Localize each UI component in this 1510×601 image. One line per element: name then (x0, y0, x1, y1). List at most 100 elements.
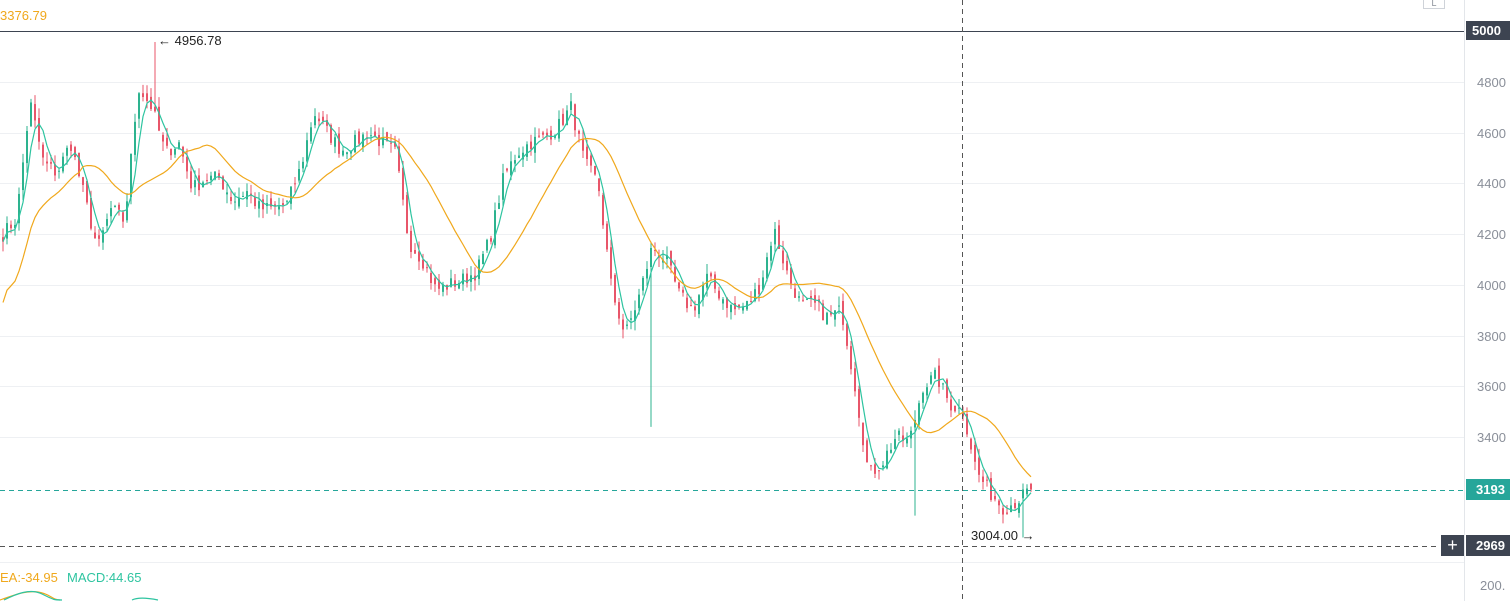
candle-body (978, 457, 980, 475)
candle-body (566, 110, 568, 126)
candle-body (942, 383, 944, 385)
candle-body (450, 278, 452, 287)
candle-body (102, 230, 104, 243)
candle-body (34, 104, 36, 121)
candle-body (122, 212, 124, 222)
candle-body (26, 130, 28, 164)
price-axis-tick: 4400 (1477, 175, 1506, 191)
candle-body (62, 156, 64, 172)
candle-body (206, 180, 208, 182)
candle-body (190, 171, 192, 189)
candle-body (226, 192, 228, 195)
candle-body (46, 161, 48, 164)
candle-body (866, 440, 868, 463)
candle-body (1002, 508, 1004, 515)
candle-body (286, 200, 288, 202)
candle-body (646, 268, 648, 279)
candle-body (526, 144, 528, 157)
candle-body (326, 120, 328, 126)
candle-body (546, 132, 548, 136)
candle-body (786, 260, 788, 271)
candle-body (486, 239, 488, 251)
candle-body (1026, 488, 1028, 495)
candle-body (750, 300, 752, 302)
candle-body (182, 146, 184, 157)
price-axis-tick: 4800 (1477, 74, 1506, 90)
candle-body (358, 131, 360, 144)
crosshair-add-button[interactable]: + (1441, 535, 1464, 556)
candle-body (1022, 489, 1024, 499)
candle-body (950, 399, 952, 411)
candle-body (558, 118, 560, 139)
macd-indicator-lines (0, 562, 1464, 601)
candle-body (94, 232, 96, 239)
indicator-dea-label: EA:-34.95 (0, 570, 58, 585)
candle-body (258, 201, 260, 209)
candle-body (1006, 512, 1008, 514)
candle-body (938, 365, 940, 387)
candle-body (178, 142, 180, 150)
candle-body (270, 198, 272, 207)
candle-body (438, 279, 440, 289)
candle-body (242, 196, 244, 198)
candle-body (498, 203, 500, 209)
candle-body (106, 219, 108, 226)
candle-body (166, 137, 168, 146)
candle-body (222, 176, 224, 190)
candle-body (758, 284, 760, 295)
candle-body (986, 479, 988, 481)
candle-body (606, 223, 608, 250)
candle-body (230, 197, 232, 202)
candle-body (118, 204, 120, 210)
scale-mode-button[interactable]: L (1423, 0, 1445, 9)
candle-body (214, 171, 216, 180)
candle-body (982, 476, 984, 482)
candle-body (762, 277, 764, 290)
candle-body (466, 273, 468, 284)
candle-body (30, 102, 32, 127)
candle-body (886, 450, 888, 469)
candle-body (146, 93, 148, 102)
candle-body (310, 127, 312, 142)
candle-body (542, 132, 544, 135)
candle-body (274, 204, 276, 207)
candle-body (958, 407, 960, 409)
candle-body (770, 245, 772, 261)
candle-body (814, 295, 816, 303)
macd-line (3, 590, 63, 601)
candle-body (314, 116, 316, 126)
candle-body (514, 160, 516, 164)
candle-body (618, 302, 620, 319)
price-axis-tick: 4000 (1477, 277, 1506, 293)
candle-body (622, 319, 624, 330)
candle-body (638, 294, 640, 309)
candle-body (218, 173, 220, 178)
candle-body (430, 272, 432, 284)
candle-body (686, 297, 688, 309)
candle-body (838, 305, 840, 307)
price-axis-tick: 4600 (1477, 125, 1506, 141)
candle-body (54, 164, 56, 176)
candle-body (426, 267, 428, 269)
candle-body (518, 155, 520, 159)
candle-body (174, 148, 176, 155)
candle-body (318, 118, 320, 122)
candle-body (6, 223, 8, 239)
candle-body (330, 125, 332, 143)
candle-body (922, 392, 924, 403)
candle-body (306, 140, 308, 162)
candle-body (890, 449, 892, 453)
price-axis-tick: 4200 (1477, 226, 1506, 242)
low-price-annotation: 3004.00 → (971, 528, 1035, 543)
candle-body (1010, 505, 1012, 513)
candle-body (154, 106, 156, 112)
candle-body (38, 118, 40, 142)
ma-short-line (2, 99, 1032, 512)
candle-body (14, 224, 16, 229)
candle-body (158, 106, 160, 131)
candle-body (914, 419, 916, 428)
chart-overlay (0, 0, 1464, 601)
candle-body (902, 435, 904, 441)
candle-body (138, 93, 140, 119)
